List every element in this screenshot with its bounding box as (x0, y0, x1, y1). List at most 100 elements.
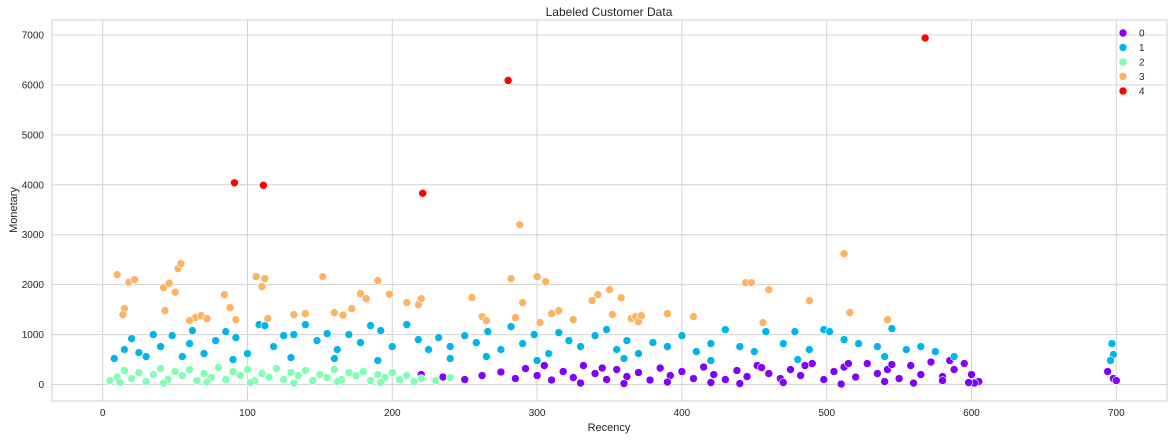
data-point (540, 361, 549, 370)
data-point (854, 339, 863, 348)
data-point (564, 336, 574, 345)
data-point (612, 345, 622, 354)
data-point (576, 342, 585, 351)
data-point (819, 375, 829, 384)
data-point (605, 285, 614, 294)
data-point (590, 369, 600, 378)
series-3 (112, 220, 892, 327)
x-tick-label: 700 (1108, 408, 1125, 419)
data-point (967, 370, 976, 379)
data-point (269, 342, 278, 351)
data-point (535, 318, 545, 327)
data-point (395, 375, 404, 384)
data-point (790, 327, 800, 336)
data-point (506, 274, 516, 283)
y-tick-label: 4000 (22, 180, 45, 191)
data-point (178, 371, 187, 380)
data-point (873, 369, 882, 378)
data-point (616, 293, 626, 302)
data-point (663, 309, 672, 318)
legend-marker (1118, 28, 1128, 38)
data-point (477, 371, 487, 380)
data-point (506, 322, 516, 331)
data-point (920, 33, 930, 43)
data-point (909, 378, 918, 388)
data-point (322, 373, 332, 382)
data-point (263, 314, 273, 323)
data-point (109, 354, 119, 363)
series-4 (230, 33, 930, 198)
data-point (373, 370, 383, 379)
data-point (576, 378, 585, 388)
legend-label: 4 (1139, 87, 1145, 98)
data-point (532, 356, 542, 365)
data-point (689, 374, 698, 383)
data-point (608, 310, 617, 319)
data-point (764, 285, 774, 294)
data-point (178, 352, 187, 361)
data-point (532, 371, 542, 380)
data-point (214, 363, 223, 372)
legend-label: 0 (1139, 29, 1145, 40)
data-point (387, 342, 397, 351)
data-point (916, 342, 926, 351)
data-point (747, 278, 756, 287)
data-point (761, 327, 771, 336)
data-point (359, 367, 368, 376)
data-point (482, 352, 491, 361)
y-tick-label: 1000 (22, 330, 45, 341)
data-point (677, 367, 687, 376)
data-point (286, 353, 296, 362)
data-point (445, 342, 455, 351)
data-point (416, 374, 426, 383)
data-point (356, 338, 365, 347)
y-tick-label: 0 (38, 380, 44, 391)
data-point (251, 272, 261, 281)
data-point (634, 349, 643, 358)
data-point (663, 377, 672, 387)
data-point (587, 296, 597, 305)
data-point (120, 366, 129, 375)
data-point (301, 309, 310, 318)
data-point (120, 345, 129, 354)
data-point (568, 373, 578, 382)
data-point (221, 375, 231, 384)
data-point (272, 364, 281, 373)
y-tick-label: 3000 (22, 230, 45, 241)
data-point (149, 370, 158, 379)
data-point (793, 355, 803, 364)
data-point (836, 379, 846, 389)
data-point (873, 342, 882, 351)
data-point (134, 348, 144, 357)
data-point (845, 308, 855, 317)
data-point (185, 365, 194, 374)
legend-marker (1118, 72, 1128, 81)
data-point (931, 347, 940, 356)
data-point (926, 357, 936, 367)
data-point (243, 365, 252, 374)
chart-title: Labeled Customer Data (546, 5, 673, 19)
data-point (880, 377, 889, 386)
data-point (851, 372, 860, 382)
data-point (894, 374, 904, 383)
data-point (289, 378, 299, 388)
data-point (579, 361, 588, 370)
data-point (805, 296, 814, 305)
data-point (862, 359, 872, 368)
data-point (199, 369, 209, 378)
data-point (511, 374, 520, 383)
data-point (159, 283, 168, 292)
data-point (887, 360, 897, 369)
data-point (202, 377, 212, 387)
data-point (949, 352, 959, 361)
series-0 (416, 356, 1121, 389)
data-point (825, 327, 834, 336)
data-point (235, 371, 245, 380)
data-point (637, 311, 646, 320)
x-tick-label: 0 (100, 408, 106, 419)
data-point (906, 361, 915, 370)
data-point (742, 372, 752, 381)
data-point (445, 373, 455, 382)
